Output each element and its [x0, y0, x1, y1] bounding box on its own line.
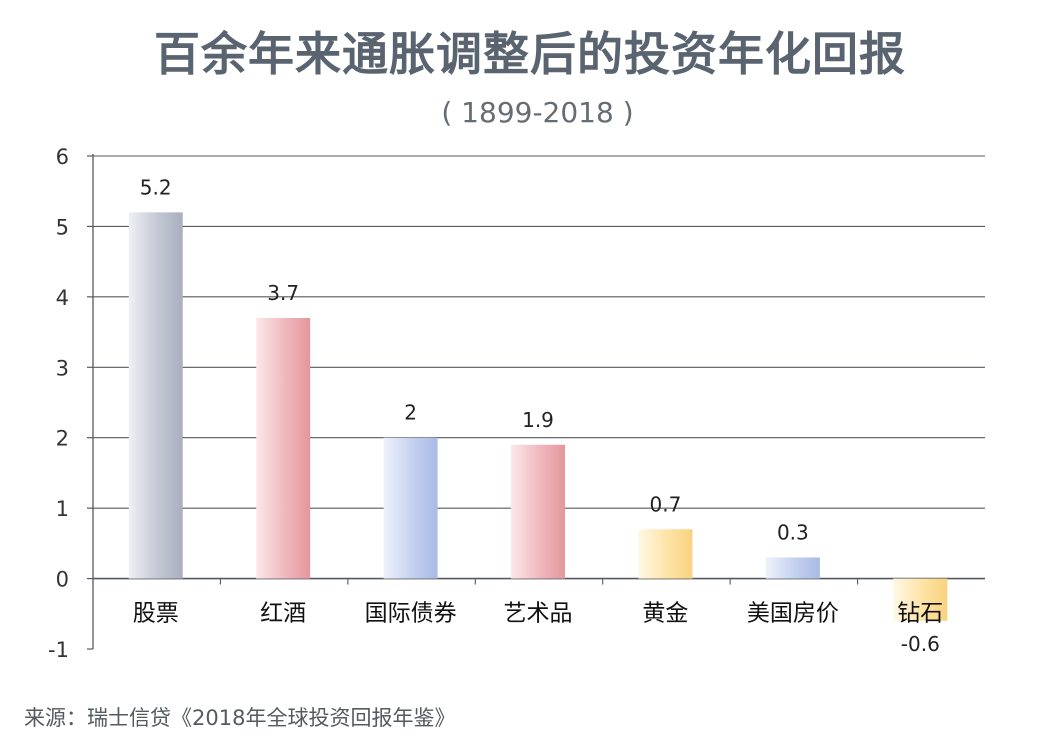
y-tick-label: 3 — [56, 356, 69, 380]
category-label: 国际债券 — [365, 601, 457, 627]
bar-4 — [511, 444, 565, 579]
data-label: -0.6 — [901, 632, 940, 656]
bar-6 — [765, 557, 820, 579]
y-tick-label: 1 — [56, 497, 69, 521]
data-label: 5.2 — [140, 175, 172, 199]
labels: 5.2 股票 3.7 红酒 2 国际债券 1.9 艺术品 0.7 黄金 0.3 美国房价 -0.6 钻石 — [133, 175, 944, 655]
y-tick-label: 5 — [56, 215, 69, 239]
category-label: 钻石 — [897, 601, 943, 627]
y-tick-label: -1 — [48, 638, 69, 662]
bar-7 — [893, 578, 948, 621]
category-label: 黄金 — [642, 601, 688, 627]
y-tick-label: 0 — [56, 568, 69, 592]
data-label: 0.3 — [777, 520, 809, 544]
bar-5 — [638, 529, 693, 579]
category-label: 红酒 — [260, 601, 306, 627]
bar-3 — [383, 437, 438, 579]
data-label: 0.7 — [650, 492, 682, 516]
y-tick-label: 2 — [56, 427, 69, 451]
y-tick-label: 6 — [56, 145, 69, 169]
chart-subtitle: ( 1899-2018 ) — [441, 96, 634, 129]
bar-2 — [256, 317, 311, 579]
data-label: 2 — [404, 401, 417, 425]
data-label: 3.7 — [267, 281, 299, 305]
bar-1 — [128, 212, 183, 579]
source-note: 来源：瑞士信贷《2018年全球投资回报年鉴》 — [24, 706, 456, 730]
category-label: 股票 — [133, 601, 179, 627]
bars — [128, 212, 948, 621]
data-label: 1.9 — [522, 408, 554, 432]
axes: -1 0 1 2 3 4 5 6 — [48, 145, 859, 662]
y-tick-label: 4 — [56, 286, 69, 310]
category-label: 艺术品 — [504, 601, 573, 627]
chart-title: 百余年来通胀调整后的投资年化回报 — [154, 27, 906, 81]
category-label: 美国房价 — [747, 601, 839, 627]
